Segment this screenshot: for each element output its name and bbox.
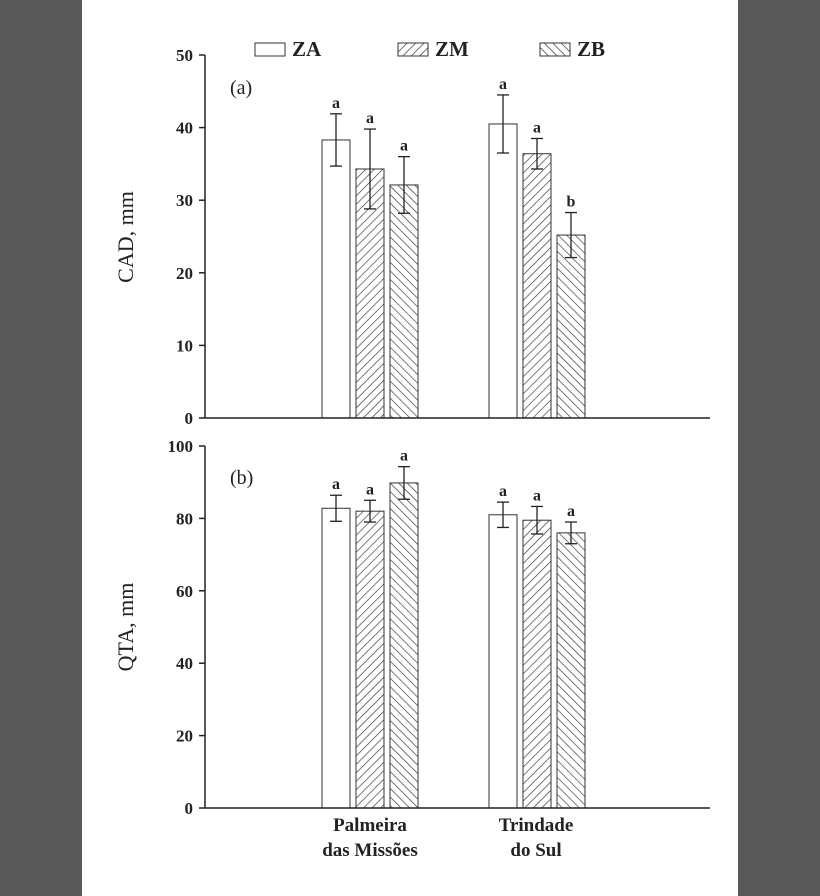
- legend-swatch-za: [254, 42, 286, 57]
- legend-swatch-zb: [539, 42, 571, 57]
- panel-b-yticks: 0 20 40 60 80 100: [168, 437, 205, 818]
- ytick-label: 40: [176, 654, 193, 673]
- ytick-label: 20: [176, 264, 193, 283]
- category-label-line1: Palmeira: [333, 815, 407, 836]
- panel-b-bars: a a a a a a: [321, 448, 586, 809]
- legend: ZA ZM ZB: [254, 37, 605, 61]
- legend-label-zm: ZM: [435, 37, 469, 61]
- panel-b-label: (b): [230, 467, 253, 489]
- significance-letter: a: [499, 76, 507, 93]
- significance-letter: a: [400, 448, 408, 465]
- category-label-line2: do Sul: [510, 840, 561, 861]
- bar-za: [488, 514, 518, 809]
- ytick-label: 20: [176, 727, 193, 746]
- bar-zb: [389, 482, 419, 809]
- significance-letter: b: [567, 194, 576, 211]
- ytick-label: 100: [168, 437, 194, 456]
- panel-a-bars: a a a a a b: [321, 76, 586, 419]
- ytick-label: 0: [185, 799, 194, 818]
- x-category-labels: Palmeira das Missões Trindade do Sul: [322, 815, 573, 861]
- ytick-label: 30: [176, 191, 193, 210]
- category-label-line2: das Missões: [322, 840, 418, 861]
- significance-letter: a: [567, 503, 575, 520]
- significance-letter: a: [533, 119, 541, 136]
- bar-zb: [556, 234, 586, 419]
- ytick-label: 80: [176, 509, 193, 528]
- bar-za: [488, 123, 518, 419]
- bar-zb: [556, 532, 586, 809]
- significance-letter: a: [400, 138, 408, 155]
- significance-letter: a: [366, 110, 374, 127]
- bar-zm: [522, 519, 552, 809]
- legend-swatch-zm: [397, 42, 429, 57]
- panel-b-ylabel: QTA, mm: [113, 583, 138, 672]
- ytick-label: 40: [176, 119, 193, 138]
- ytick-label: 10: [176, 336, 193, 355]
- panel-b: (b) QTA, mm a a a a a a 0 20 40 60 80 100: [113, 437, 710, 818]
- bar-zm: [522, 153, 552, 419]
- ytick-label: 50: [176, 46, 193, 65]
- bar-zb: [389, 184, 419, 419]
- bar-zm: [355, 168, 385, 419]
- significance-letter: a: [533, 487, 541, 504]
- ytick-label: 60: [176, 582, 193, 601]
- bar-za: [321, 139, 351, 419]
- panel-a-ylabel: CAD, mm: [113, 191, 138, 283]
- panel-a-label: (a): [230, 77, 252, 99]
- bar-zm: [355, 510, 385, 809]
- significance-letter: a: [332, 95, 340, 112]
- significance-letter: a: [332, 476, 340, 493]
- legend-label-zb: ZB: [577, 37, 605, 61]
- legend-label-za: ZA: [292, 37, 322, 61]
- significance-letter: a: [499, 483, 507, 500]
- significance-letter: a: [366, 481, 374, 498]
- panel-a-yticks: 0 10 20 30 40 50: [176, 46, 205, 428]
- panel-a: (a) CAD, mm a a a a a b 0 10 20 30 40 50: [113, 46, 710, 428]
- bar-za: [321, 507, 351, 809]
- ytick-label: 0: [185, 409, 194, 428]
- category-label-line1: Trindade: [499, 815, 574, 836]
